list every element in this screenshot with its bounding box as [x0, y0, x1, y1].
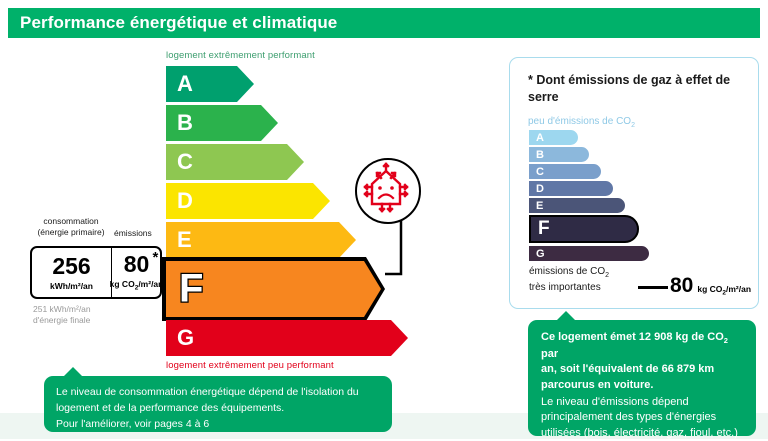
- co2-scale-caption-top: peu d'émissions de CO2: [528, 116, 635, 129]
- callout-co2-bold: Ce logement émet 12 908 kg de CO2 par an…: [541, 331, 728, 392]
- co2-class-letter-d: D: [536, 182, 544, 195]
- emissions-value: 80 *: [123, 249, 159, 278]
- co2-class-letter-g: G: [536, 247, 545, 260]
- energy-class-arrow-g: G: [166, 320, 408, 356]
- co2-value-connector: [638, 286, 668, 289]
- co2-class-bar-g: G: [529, 246, 649, 261]
- page-title: Performance énergétique et climatique: [20, 13, 338, 32]
- callout-tip: [63, 367, 83, 377]
- emissions-unit: kg CO2/m²/an: [109, 279, 164, 292]
- energy-class-arrow-d: D: [166, 183, 330, 219]
- primary-energy-value: 256: [52, 252, 91, 279]
- energy-class-letter-f: F: [178, 265, 205, 312]
- label-emissions: émissions: [114, 228, 152, 238]
- values-box: 256 kWh/m²/an 80 * kg CO2/m²/an: [30, 246, 164, 299]
- energy-class-row-b: B: [166, 105, 426, 141]
- callout-tip: [556, 311, 576, 321]
- asterisk-marker: *: [152, 249, 159, 267]
- energy-class-arrow-b: B: [166, 105, 278, 141]
- co2-panel: * Dont émissions de gaz à effet de serre…: [509, 57, 759, 309]
- energy-class-row-d: D: [166, 183, 426, 219]
- callout-co2-soft: Le niveau d'émissions dépend principalem…: [541, 395, 738, 439]
- energy-class-letter-e: E: [177, 227, 192, 252]
- energy-class-row-e: E: [166, 222, 426, 258]
- co2-class-bar-f: F: [529, 215, 639, 243]
- energy-class-letter-g: G: [177, 325, 195, 350]
- sad-house-heatloss-icon: [355, 158, 421, 224]
- page-header: Performance énergétique et climatique: [8, 8, 760, 38]
- energy-class-row-a: A: [166, 66, 426, 102]
- primary-energy-unit: kWh/m²/an: [50, 280, 93, 291]
- energy-class-arrow-c: C: [166, 144, 304, 180]
- co2-class-bar-b: B: [529, 147, 589, 162]
- co2-class-bar-d: D: [529, 181, 613, 196]
- co2-class-bar-c: C: [529, 164, 601, 179]
- co2-scale-caption-bottom: émissions de CO2 très importantes: [529, 266, 610, 293]
- co2-class-letter-f: F: [538, 218, 550, 239]
- primary-energy-cell: 256 kWh/m²/an: [32, 248, 111, 297]
- consumption-values: consommation (énergie primaire) émission…: [30, 216, 164, 326]
- energy-class-letter-a: A: [177, 71, 193, 96]
- energy-class-arrow-a: A: [166, 66, 254, 102]
- co2-panel-title: * Dont émissions de gaz à effet de serre: [528, 73, 731, 104]
- scale-caption-bottom: logement extrêmement peu performant: [166, 360, 334, 371]
- energy-class-letter-b: B: [177, 110, 193, 135]
- energy-class-letter-d: D: [177, 188, 193, 213]
- energy-class-row-f: F: [166, 261, 426, 317]
- co2-class-letter-c: C: [536, 165, 544, 178]
- callout-energy-tip: Le niveau de consommation énergétique dé…: [44, 367, 392, 432]
- co2-class-letter-e: E: [536, 199, 544, 212]
- energy-class-row-g: G: [166, 320, 426, 356]
- callout-co2-tip: Ce logement émet 12 908 kg de CO2 par an…: [528, 311, 756, 439]
- co2-value-group: 80 kg CO2/m²/an: [670, 274, 751, 298]
- energy-class-row-c: C: [166, 144, 426, 180]
- co2-class-bar-e: E: [529, 198, 625, 213]
- emissions-cell: 80 * kg CO2/m²/an: [109, 248, 164, 297]
- co2-class-letter-a: A: [536, 131, 544, 144]
- scale-caption-top: logement extrêmement performant: [166, 50, 315, 61]
- energy-class-letter-c: C: [177, 149, 193, 174]
- co2-class-letter-b: B: [536, 148, 544, 161]
- label-consumption: consommation (énergie primaire): [37, 216, 105, 237]
- final-energy-note: 251 kWh/m²/an d'énergie finale: [33, 304, 91, 326]
- co2-class-bar-a: A: [529, 130, 578, 145]
- energy-class-arrow-f: [166, 261, 381, 317]
- selected-class-outline: [162, 257, 385, 321]
- co2-value-unit: kg CO2/m²/an: [697, 284, 752, 297]
- energy-class-arrow-e: E: [166, 222, 356, 258]
- co2-value: 80: [670, 274, 694, 297]
